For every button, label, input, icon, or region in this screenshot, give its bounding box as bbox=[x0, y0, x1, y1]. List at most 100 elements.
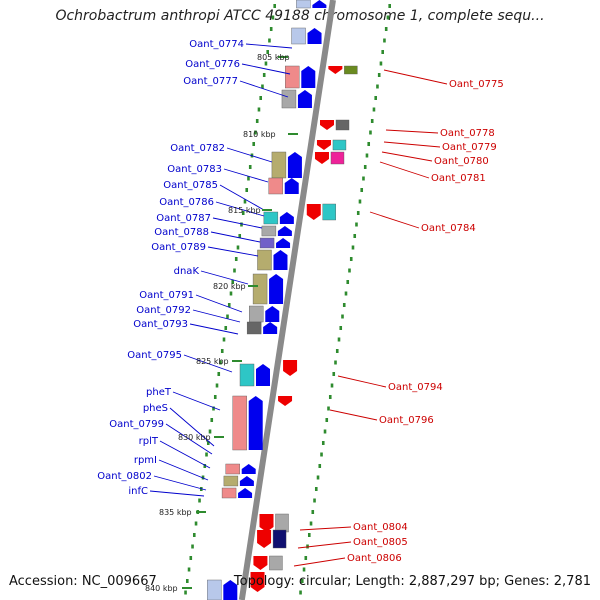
gc-dot-left bbox=[220, 349, 224, 353]
plus-gene-arrow bbox=[301, 66, 316, 88]
gc-dot-left bbox=[261, 84, 264, 89]
gc-dot-right bbox=[388, 4, 391, 8]
minus-gene-leader bbox=[297, 541, 352, 549]
minus-gene-label: Oant_0804 bbox=[353, 522, 408, 533]
plus-gene-box bbox=[257, 249, 272, 271]
gc-dot-left bbox=[226, 314, 229, 319]
gc-dot-right bbox=[346, 280, 350, 284]
gc-dot-right bbox=[339, 326, 343, 330]
plus-gene-label: Oant_0799 bbox=[109, 419, 164, 430]
gc-dot-right bbox=[299, 590, 302, 595]
kbp-label: 830 kbp bbox=[178, 433, 211, 442]
plus-gene-leader bbox=[241, 63, 291, 75]
gc-dot-right bbox=[313, 498, 316, 503]
gc-dot-left bbox=[205, 452, 208, 457]
gc-dot-left bbox=[233, 268, 236, 273]
minus-gene-arrow bbox=[306, 204, 321, 220]
plus-gene-label: Oant_0782 bbox=[170, 143, 225, 154]
gc-dot-left bbox=[189, 556, 193, 560]
gc-dot-left bbox=[203, 464, 207, 468]
gc-dot-left bbox=[241, 211, 245, 215]
minus-gene-box bbox=[275, 513, 289, 533]
gc-dot-left bbox=[238, 234, 242, 238]
plus-gene-label: Oant_0795 bbox=[127, 350, 182, 361]
plus-gene-leader bbox=[169, 407, 215, 447]
gc-dot-left bbox=[259, 96, 263, 100]
plus-gene-leader bbox=[212, 217, 263, 229]
minus-gene-leader bbox=[379, 161, 430, 179]
minus-gene-box bbox=[330, 151, 345, 165]
gc-dot-right bbox=[351, 245, 355, 250]
gc-dot-right bbox=[349, 257, 353, 261]
gc-dot-left bbox=[215, 383, 219, 388]
minus-gene-leader bbox=[381, 151, 433, 162]
gc-dot-right bbox=[367, 142, 371, 146]
gc-dot-left bbox=[273, 4, 276, 8]
gc-dot-right bbox=[348, 268, 351, 273]
plus-gene-label: Oant_0802 bbox=[97, 471, 152, 482]
gc-dot-left bbox=[243, 199, 247, 204]
plus-gene-label: Oant_0786 bbox=[159, 197, 214, 208]
gc-dot-left bbox=[210, 418, 214, 422]
minus-gene-arrow bbox=[328, 66, 343, 74]
plus-gene-leader bbox=[195, 294, 243, 313]
gc-dot-left bbox=[269, 27, 273, 31]
gc-dot-left bbox=[229, 291, 233, 296]
plus-gene-leader bbox=[223, 168, 269, 183]
plus-gene-leader bbox=[183, 354, 233, 373]
minus-gene-box bbox=[322, 203, 336, 221]
plus-gene-arrow bbox=[263, 322, 278, 334]
plus-gene-leader bbox=[226, 147, 273, 163]
plus-gene-box bbox=[296, 0, 311, 9]
plus-gene-label: Oant_0776 bbox=[185, 59, 240, 70]
gc-dot-left bbox=[222, 337, 226, 342]
gc-dot-left bbox=[192, 533, 196, 537]
plus-gene-label: Oant_0788 bbox=[154, 227, 209, 238]
plus-gene-label: pheT bbox=[146, 387, 172, 398]
plus-gene-leader bbox=[245, 43, 293, 49]
plus-gene-box bbox=[263, 211, 279, 225]
gc-dot-right bbox=[370, 119, 374, 123]
minus-gene-box bbox=[272, 529, 287, 549]
gc-dot-right bbox=[360, 188, 364, 192]
plus-gene-box bbox=[249, 305, 264, 323]
plus-gene-label: Oant_0793 bbox=[133, 319, 188, 330]
plus-gene-arrow bbox=[312, 0, 327, 8]
gc-dot-left bbox=[224, 326, 228, 330]
gc-dot-left bbox=[236, 245, 240, 250]
plus-gene-box bbox=[281, 89, 297, 109]
minus-gene-arrow bbox=[316, 140, 331, 150]
plus-gene-label: Oant_0787 bbox=[156, 213, 211, 224]
gc-dot-left bbox=[248, 165, 252, 169]
plus-gene-leader bbox=[149, 490, 205, 497]
gc-dot-left bbox=[191, 544, 194, 549]
minus-gene-arrow bbox=[278, 396, 293, 406]
plus-gene-leader bbox=[159, 440, 211, 469]
gc-dot-right bbox=[384, 27, 388, 31]
gc-dot-right bbox=[330, 383, 334, 388]
gc-dot-right bbox=[369, 130, 372, 135]
plus-gene-box bbox=[246, 321, 262, 335]
minus-gene-arrow bbox=[320, 120, 334, 130]
plus-gene-arrow bbox=[277, 226, 292, 236]
plus-gene-label: Oant_0777 bbox=[183, 76, 238, 87]
gc-dot-right bbox=[377, 73, 381, 77]
plus-gene-arrow bbox=[284, 178, 299, 194]
plus-gene-arrow bbox=[276, 238, 291, 248]
gc-dot-right bbox=[381, 50, 384, 54]
kbp-label: 835 kbp bbox=[159, 508, 192, 517]
minus-gene-leader bbox=[329, 409, 378, 421]
gc-dot-left bbox=[206, 441, 210, 445]
gc-dot-right bbox=[363, 165, 367, 169]
gc-dot-right bbox=[362, 176, 365, 181]
minus-gene-leader bbox=[299, 526, 352, 531]
plus-gene-label: Oant_0783 bbox=[167, 164, 222, 175]
gc-dot-right bbox=[304, 556, 308, 560]
minus-gene-leader bbox=[369, 211, 420, 229]
minus-gene-label: Oant_0779 bbox=[442, 142, 497, 153]
kbp-label: 805 kbp bbox=[257, 53, 290, 62]
gc-dot-left bbox=[240, 222, 243, 227]
plus-gene-box bbox=[285, 65, 300, 89]
gc-dot-left bbox=[185, 579, 189, 583]
